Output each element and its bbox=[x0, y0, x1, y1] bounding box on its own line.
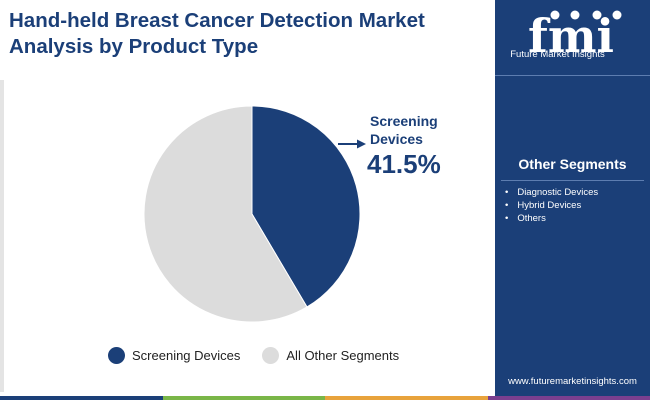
bottom-bar-segment bbox=[487, 396, 650, 400]
logo-dot-icon bbox=[612, 10, 622, 20]
website-url: www.futuremarketinsights.com bbox=[508, 376, 637, 387]
title-line-2: Analysis by Product Type bbox=[9, 35, 259, 58]
legend-label-screening: Screening Devices bbox=[132, 348, 241, 363]
segment-item: Hybrid Devices bbox=[505, 199, 598, 212]
legend-item-screening: Screening Devices bbox=[108, 347, 240, 364]
logo-dot-icon bbox=[550, 10, 560, 20]
fmi-logo: fmi bbox=[528, 9, 622, 56]
bottom-bar-segment bbox=[325, 396, 488, 400]
segments-list: Diagnostic Devices Hybrid Devices Others bbox=[505, 186, 598, 225]
callout-arrow-head bbox=[357, 139, 366, 149]
other-segments-title: Other Segments bbox=[518, 156, 627, 172]
legend-swatch-other bbox=[262, 347, 280, 364]
legend-swatch-screening bbox=[108, 347, 125, 364]
legend-label-other: All Other Segments bbox=[286, 348, 400, 363]
sidebar-divider bbox=[495, 75, 650, 76]
segment-item: Others bbox=[505, 212, 598, 225]
callout-label-line-2: Devices bbox=[370, 131, 423, 147]
bottom-color-bar bbox=[0, 396, 650, 400]
segment-item: Diagnostic Devices bbox=[505, 186, 598, 199]
logo-dot-icon bbox=[570, 10, 580, 20]
pie-chart: Screening Devices 41.5% bbox=[143, 105, 441, 323]
title-line-1: Hand-held Breast Cancer Detection Market bbox=[9, 9, 425, 32]
pie-slice-all-other-segments bbox=[143, 105, 308, 323]
pie-slice-screening-devices bbox=[251, 105, 361, 308]
chart-legend: Screening Devices All Other Segments bbox=[108, 347, 421, 364]
logo-dot-icon bbox=[592, 10, 602, 20]
sidebar: fmi Future Market Insights Other Segment… bbox=[495, 0, 650, 400]
logo-tagline: Future Market Insights bbox=[510, 49, 605, 60]
legend-item-other: All Other Segments bbox=[262, 347, 399, 364]
segments-underline bbox=[501, 180, 644, 181]
callout-label-line-1: Screening bbox=[370, 113, 438, 129]
callout-value: 41.5% bbox=[367, 149, 441, 179]
left-accent-strip bbox=[0, 80, 4, 392]
bottom-bar-segment bbox=[0, 396, 163, 400]
pie-slices bbox=[143, 105, 361, 323]
bottom-bar-segment bbox=[162, 396, 325, 400]
page-title: Hand-held Breast Cancer Detection Market… bbox=[9, 8, 489, 60]
